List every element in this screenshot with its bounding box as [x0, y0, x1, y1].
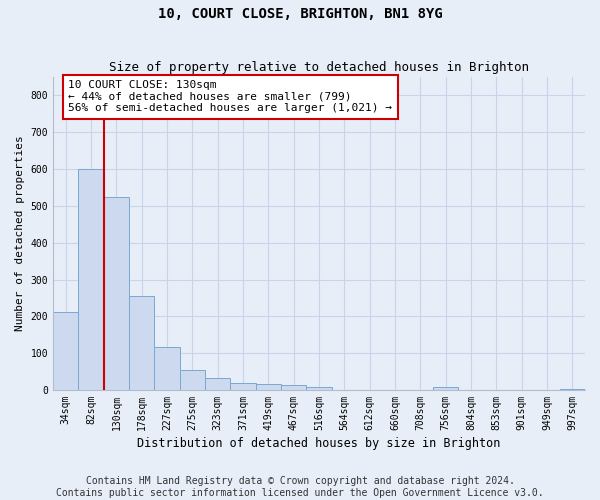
Bar	[256, 384, 281, 390]
Title: Size of property relative to detached houses in Brighton: Size of property relative to detached ho…	[109, 62, 529, 74]
Bar	[560, 389, 585, 390]
Text: 10 COURT CLOSE: 130sqm
← 44% of detached houses are smaller (799)
56% of semi-de: 10 COURT CLOSE: 130sqm ← 44% of detached…	[68, 80, 392, 114]
Bar	[53, 312, 79, 390]
Bar	[104, 196, 129, 390]
Text: Contains HM Land Registry data © Crown copyright and database right 2024.
Contai: Contains HM Land Registry data © Crown c…	[56, 476, 544, 498]
Bar	[79, 169, 104, 390]
X-axis label: Distribution of detached houses by size in Brighton: Distribution of detached houses by size …	[137, 437, 501, 450]
Y-axis label: Number of detached properties: Number of detached properties	[15, 136, 25, 332]
Bar	[281, 385, 307, 390]
Bar	[205, 378, 230, 390]
Bar	[307, 386, 332, 390]
Bar	[129, 296, 154, 390]
Bar	[230, 382, 256, 390]
Text: 10, COURT CLOSE, BRIGHTON, BN1 8YG: 10, COURT CLOSE, BRIGHTON, BN1 8YG	[158, 8, 442, 22]
Bar	[433, 388, 458, 390]
Bar	[154, 347, 179, 390]
Bar	[179, 370, 205, 390]
